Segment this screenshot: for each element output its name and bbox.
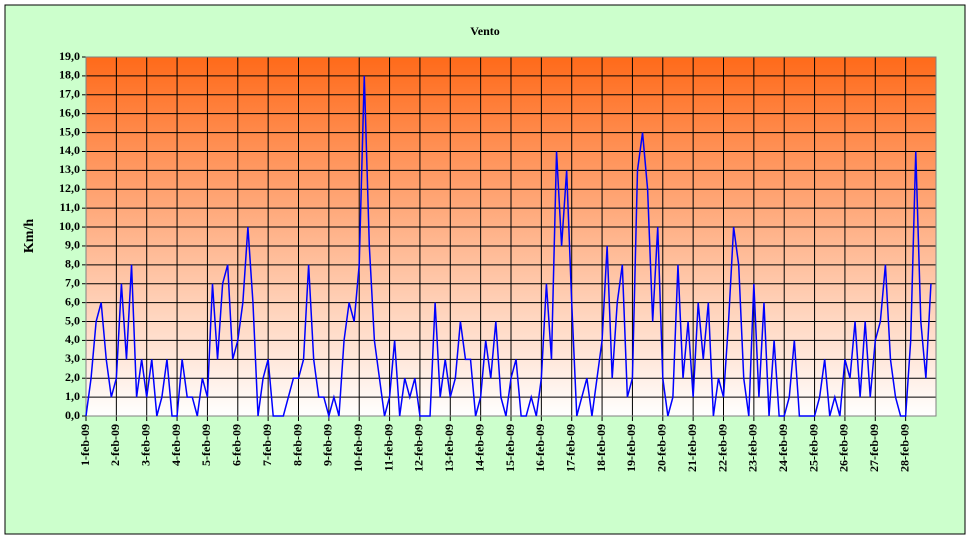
x-tick-label: 11-feb-09 [381, 424, 395, 471]
x-tick-label: 7-feb-09 [260, 424, 274, 466]
x-tick-label: 18-feb-09 [594, 424, 608, 472]
x-tick-label: 27-feb-09 [867, 424, 881, 472]
y-tick-label: 14,0 [59, 143, 80, 157]
x-tick-label: 20-feb-09 [655, 424, 669, 472]
x-tick-label: 3-feb-09 [138, 424, 152, 466]
x-tick-label: 25-feb-09 [806, 424, 820, 472]
x-tick-label: 21-feb-09 [685, 424, 699, 472]
y-tick-label: 9,0 [65, 238, 80, 252]
y-tick-label: 13,0 [59, 162, 80, 176]
y-tick-label: 17,0 [59, 87, 80, 101]
x-tick-label: 14-feb-09 [472, 424, 486, 472]
y-tick-label: 10,0 [59, 219, 80, 233]
x-tick-label: 26-feb-09 [837, 424, 851, 472]
y-tick-label: 6,0 [65, 294, 80, 308]
y-tick-label: 3,0 [65, 351, 80, 365]
x-tick-label: 2-feb-09 [108, 424, 122, 466]
x-tick-label: 10-feb-09 [351, 424, 365, 472]
x-tick-label: 23-feb-09 [746, 424, 760, 472]
x-tick-label: 19-feb-09 [624, 424, 638, 472]
chart-title: Vento [470, 24, 500, 38]
y-axis-label: Km/h [22, 219, 37, 253]
y-tick-label: 8,0 [65, 257, 80, 271]
x-tick-label: 5-feb-09 [199, 424, 213, 466]
x-tick-label: 24-feb-09 [776, 424, 790, 472]
x-tick-label: 22-feb-09 [715, 424, 729, 472]
x-tick-label: 6-feb-09 [230, 424, 244, 466]
plot-border [85, 56, 937, 417]
x-tick-label: 1-feb-09 [78, 424, 92, 466]
y-tick-label: 5,0 [65, 313, 80, 327]
y-tick-label: 11,0 [60, 200, 80, 214]
y-tick-label: 7,0 [65, 275, 80, 289]
y-tick-label: 15,0 [59, 124, 80, 138]
y-tick-label: 16,0 [59, 105, 80, 119]
y-tick-label: 1,0 [65, 389, 80, 403]
x-tick-label: 9-feb-09 [321, 424, 335, 466]
y-tick-label: 4,0 [65, 332, 80, 346]
y-tick-label: 19,0 [59, 49, 80, 63]
x-tick-label: 8-feb-09 [290, 424, 304, 466]
x-tick-label: 28-feb-09 [897, 424, 911, 472]
x-tick-label: 13-feb-09 [442, 424, 456, 472]
x-tick-label: 17-feb-09 [563, 424, 577, 472]
x-tick-label: 4-feb-09 [169, 424, 183, 466]
y-tick-label: 0,0 [65, 408, 80, 422]
data-line [85, 75, 932, 419]
y-tick-label: 18,0 [59, 68, 80, 82]
x-tick-label: 15-feb-09 [503, 424, 517, 472]
x-tick-label: 16-feb-09 [533, 424, 547, 472]
y-tick-label: 2,0 [65, 370, 80, 384]
y-tick-label: 12,0 [59, 181, 80, 195]
x-tick-label: 12-feb-09 [412, 424, 426, 472]
